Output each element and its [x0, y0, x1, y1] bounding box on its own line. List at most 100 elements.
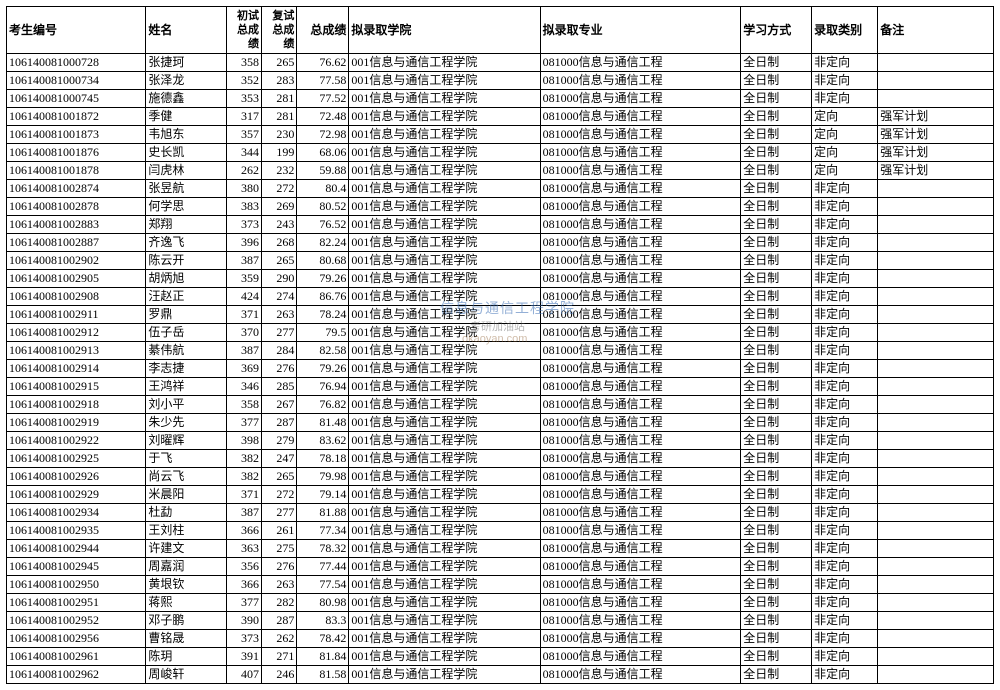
- table-row: 106140081002908汪赵正42427486.76001信息与通信工程学…: [7, 288, 994, 306]
- col-mode: 学习方式: [741, 7, 812, 54]
- cell-mode: 全日制: [741, 414, 812, 432]
- cell-college: 001信息与通信工程学院: [349, 90, 540, 108]
- cell-note: [878, 360, 994, 378]
- cell-note: [878, 234, 994, 252]
- table-row: 106140081001872季健31728172.48001信息与通信工程学院…: [7, 108, 994, 126]
- cell-major: 081000信息与通信工程: [540, 126, 741, 144]
- cell-type: 非定向: [812, 54, 878, 72]
- cell-total: 76.62: [297, 54, 349, 72]
- cell-note: [878, 396, 994, 414]
- cell-college: 001信息与通信工程学院: [349, 468, 540, 486]
- cell-id: 106140081002878: [7, 198, 146, 216]
- cell-note: [878, 432, 994, 450]
- cell-score2: 262: [262, 630, 297, 648]
- cell-name: 陈玥: [146, 648, 226, 666]
- cell-mode: 全日制: [741, 306, 812, 324]
- cell-score2: 272: [262, 180, 297, 198]
- cell-note: [878, 522, 994, 540]
- cell-total: 59.88: [297, 162, 349, 180]
- cell-mode: 全日制: [741, 666, 812, 684]
- cell-name: 蒋熙: [146, 594, 226, 612]
- cell-score2: 261: [262, 522, 297, 540]
- cell-name: 胡炳旭: [146, 270, 226, 288]
- cell-score1: 390: [226, 612, 261, 630]
- cell-id: 106140081002952: [7, 612, 146, 630]
- cell-mode: 全日制: [741, 630, 812, 648]
- cell-major: 081000信息与通信工程: [540, 252, 741, 270]
- cell-total: 72.98: [297, 126, 349, 144]
- cell-score2: 284: [262, 342, 297, 360]
- cell-note: 强军计划: [878, 162, 994, 180]
- cell-note: [878, 252, 994, 270]
- table-row: 106140081002952邓子鹏39028783.3001信息与通信工程学院…: [7, 612, 994, 630]
- cell-type: 定向: [812, 108, 878, 126]
- cell-id: 106140081000745: [7, 90, 146, 108]
- cell-name: 杜勐: [146, 504, 226, 522]
- cell-id: 106140081000728: [7, 54, 146, 72]
- table-row: 106140081002919朱少先37728781.48001信息与通信工程学…: [7, 414, 994, 432]
- cell-score1: 396: [226, 234, 261, 252]
- cell-total: 72.48: [297, 108, 349, 126]
- cell-score1: 373: [226, 216, 261, 234]
- cell-type: 非定向: [812, 234, 878, 252]
- cell-type: 非定向: [812, 486, 878, 504]
- cell-mode: 全日制: [741, 108, 812, 126]
- cell-college: 001信息与通信工程学院: [349, 594, 540, 612]
- cell-id: 106140081002944: [7, 540, 146, 558]
- cell-name: 汪赵正: [146, 288, 226, 306]
- cell-mode: 全日制: [741, 360, 812, 378]
- cell-id: 106140081002926: [7, 468, 146, 486]
- cell-mode: 全日制: [741, 342, 812, 360]
- cell-name: 齐逸飞: [146, 234, 226, 252]
- cell-score2: 265: [262, 468, 297, 486]
- cell-name: 周嘉润: [146, 558, 226, 576]
- cell-score1: 369: [226, 360, 261, 378]
- cell-note: [878, 90, 994, 108]
- cell-major: 081000信息与通信工程: [540, 396, 741, 414]
- cell-type: 非定向: [812, 612, 878, 630]
- cell-major: 081000信息与通信工程: [540, 324, 741, 342]
- cell-major: 081000信息与通信工程: [540, 360, 741, 378]
- cell-score2: 232: [262, 162, 297, 180]
- cell-score1: 380: [226, 180, 261, 198]
- cell-type: 定向: [812, 126, 878, 144]
- cell-type: 非定向: [812, 306, 878, 324]
- cell-score1: 344: [226, 144, 261, 162]
- cell-total: 77.54: [297, 576, 349, 594]
- cell-mode: 全日制: [741, 558, 812, 576]
- cell-score2: 277: [262, 324, 297, 342]
- cell-score1: 346: [226, 378, 261, 396]
- cell-college: 001信息与通信工程学院: [349, 252, 540, 270]
- table-row: 106140081002961陈玥39127181.84001信息与通信工程学院…: [7, 648, 994, 666]
- cell-major: 081000信息与通信工程: [540, 144, 741, 162]
- cell-score2: 285: [262, 378, 297, 396]
- cell-score1: 359: [226, 270, 261, 288]
- cell-score2: 277: [262, 504, 297, 522]
- cell-major: 081000信息与通信工程: [540, 432, 741, 450]
- cell-note: [878, 54, 994, 72]
- table-row: 106140081002915王鸿祥34628576.94001信息与通信工程学…: [7, 378, 994, 396]
- table-row: 106140081002911罗鼎37126378.24001信息与通信工程学院…: [7, 306, 994, 324]
- cell-name: 李志捷: [146, 360, 226, 378]
- cell-total: 82.58: [297, 342, 349, 360]
- cell-major: 081000信息与通信工程: [540, 90, 741, 108]
- cell-id: 106140081000734: [7, 72, 146, 90]
- cell-name: 郑翔: [146, 216, 226, 234]
- table-row: 106140081002905胡炳旭35929079.26001信息与通信工程学…: [7, 270, 994, 288]
- cell-college: 001信息与通信工程学院: [349, 162, 540, 180]
- cell-type: 非定向: [812, 252, 878, 270]
- table-header: 考生编号 姓名 初试总成绩 复试总成绩 总成绩 拟录取学院 拟录取专业 学习方式…: [7, 7, 994, 54]
- cell-college: 001信息与通信工程学院: [349, 288, 540, 306]
- cell-type: 非定向: [812, 540, 878, 558]
- cell-note: [878, 198, 994, 216]
- cell-score2: 243: [262, 216, 297, 234]
- cell-mode: 全日制: [741, 72, 812, 90]
- cell-college: 001信息与通信工程学院: [349, 72, 540, 90]
- cell-total: 78.42: [297, 630, 349, 648]
- col-major: 拟录取专业: [540, 7, 741, 54]
- cell-note: [878, 216, 994, 234]
- cell-name: 綦伟航: [146, 342, 226, 360]
- cell-major: 081000信息与通信工程: [540, 72, 741, 90]
- cell-score2: 275: [262, 540, 297, 558]
- cell-score2: 287: [262, 612, 297, 630]
